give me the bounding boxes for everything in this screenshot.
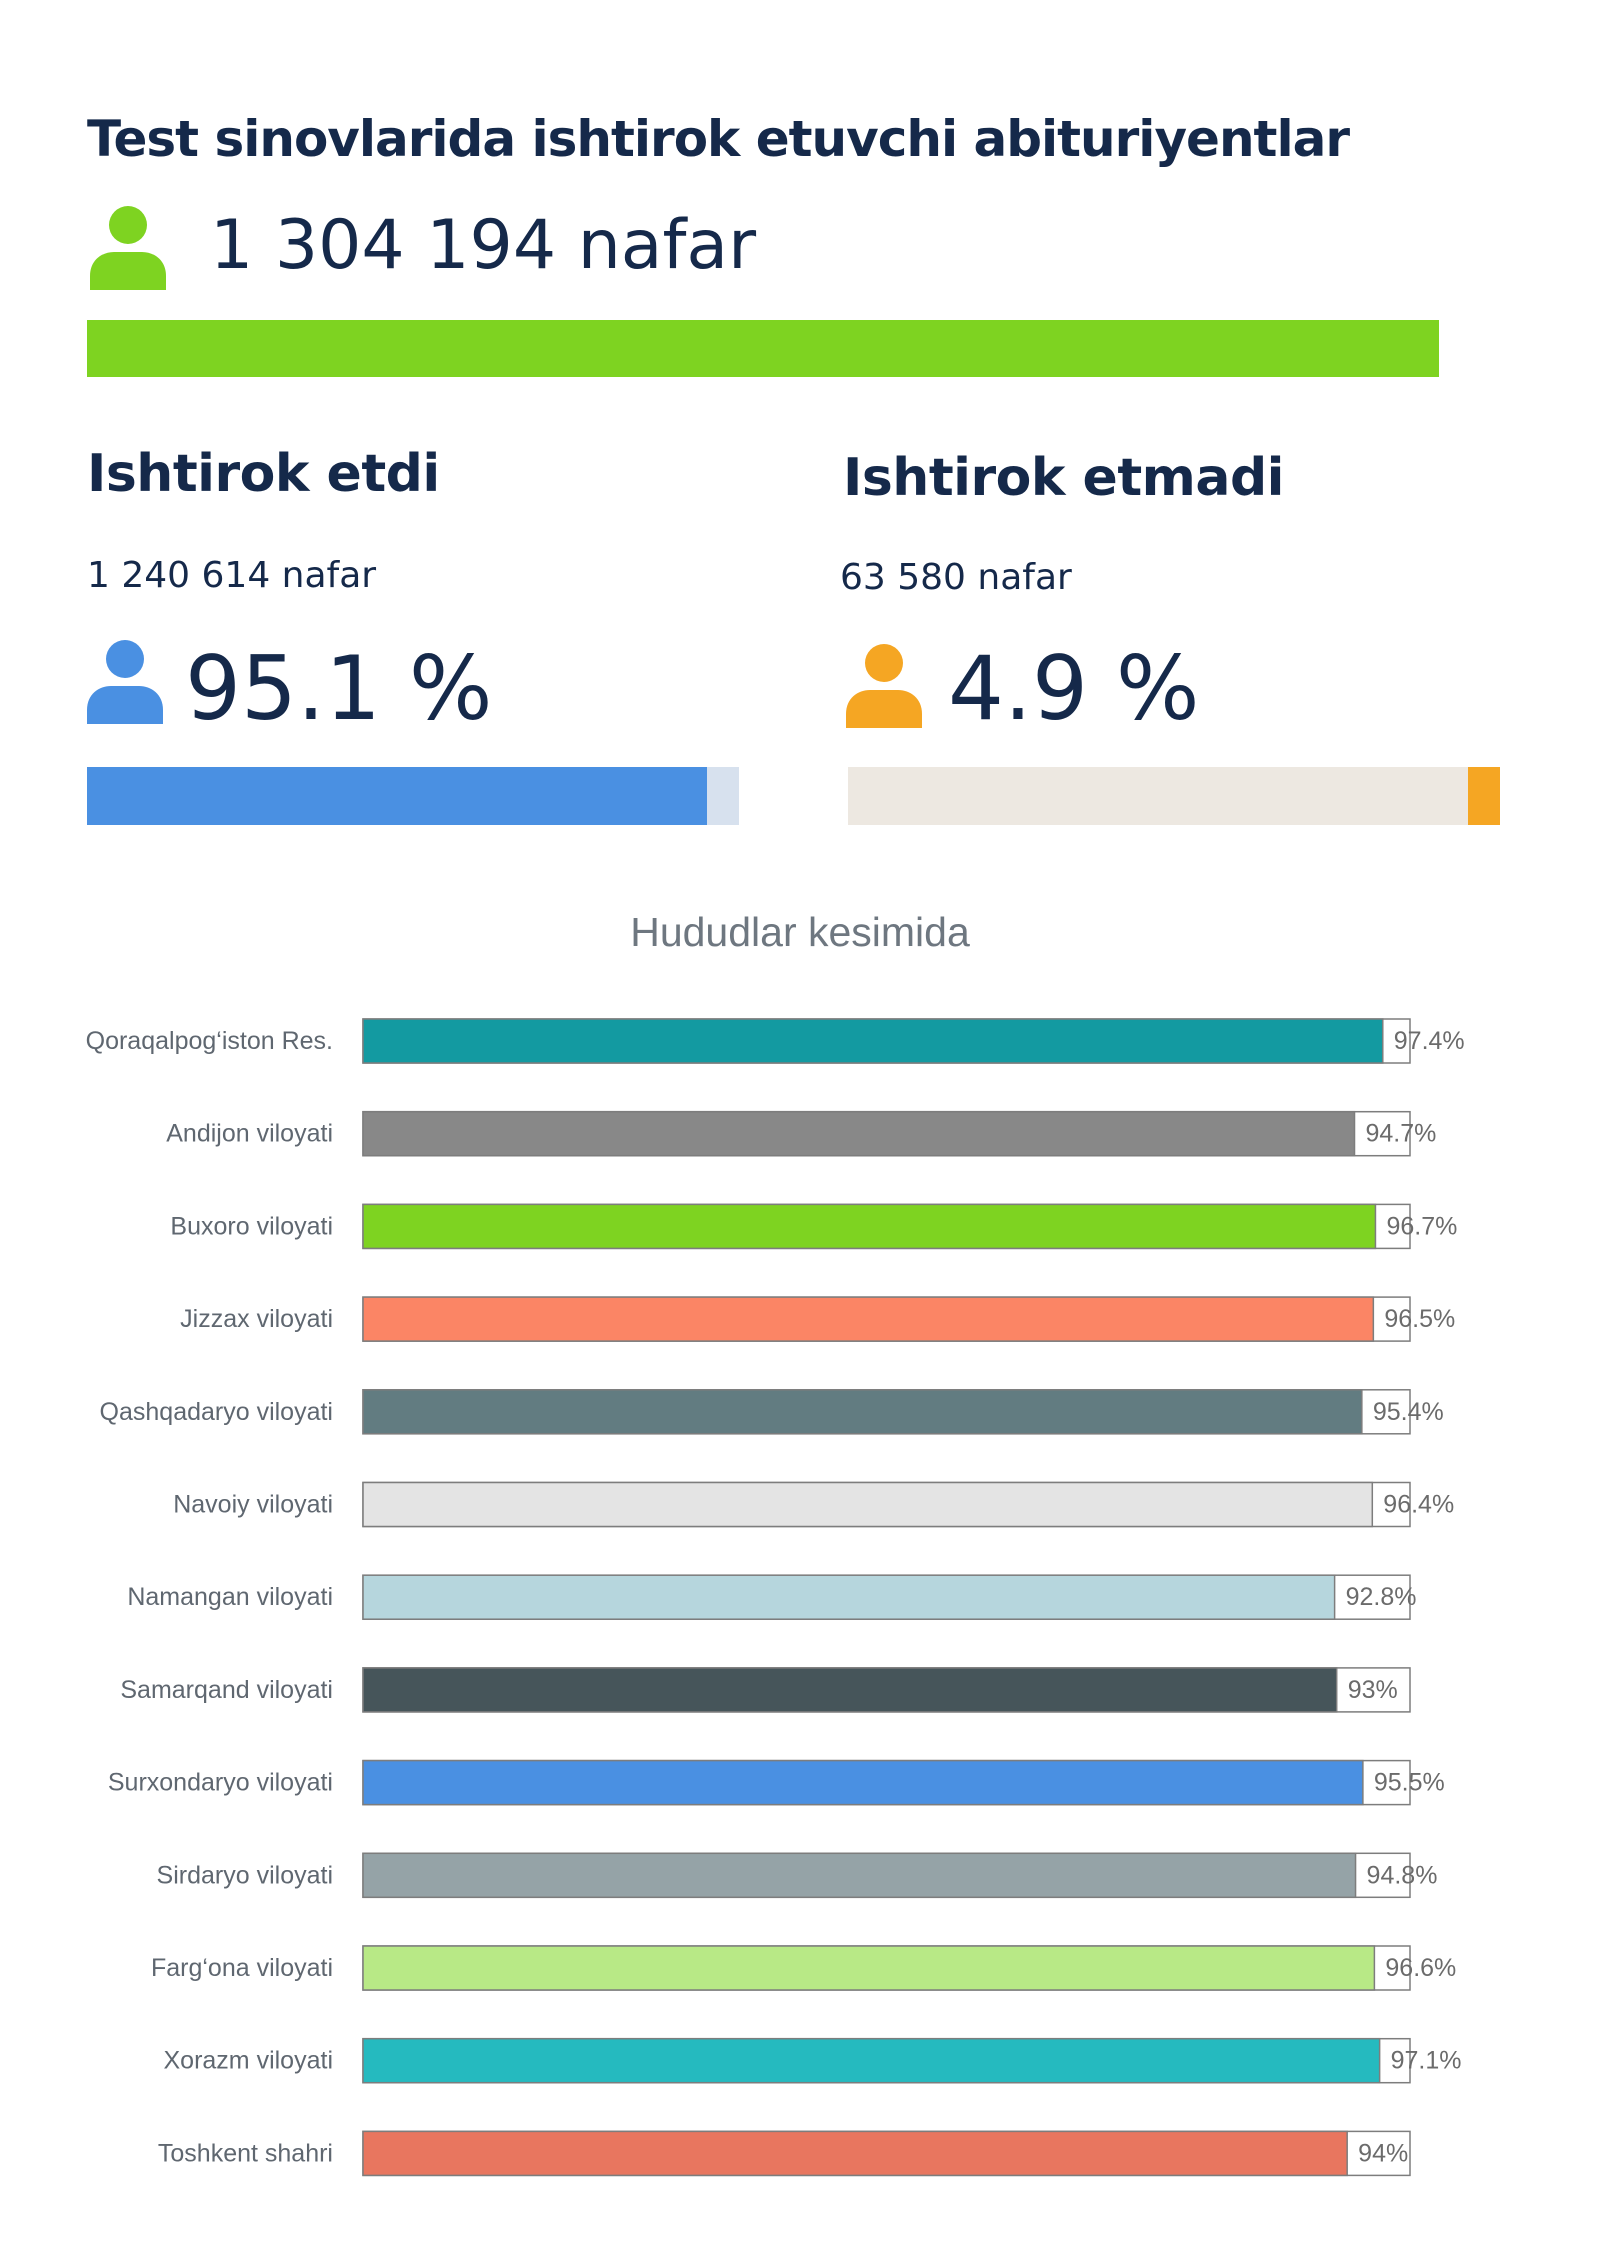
region-bar — [362, 2130, 1348, 2177]
region-bar — [362, 1481, 1374, 1528]
total-count: 1 304 194 nafar — [210, 206, 757, 285]
bar-value-label: 94% — [1358, 2139, 1408, 2167]
participated-progress-fill — [87, 767, 708, 825]
region-label: Xorazm viloyati — [164, 2047, 334, 2075]
bar-value-label: 94.8% — [1367, 1861, 1438, 1889]
bar-value-label: 96.5% — [1384, 1305, 1455, 1333]
regions-bar-chart: Qoraqalpog‘iston Res. 97.4% Andijon viloya… — [86, 1018, 1465, 2177]
region-bar — [362, 1110, 1356, 1157]
total-bar — [87, 320, 1439, 377]
region-bar — [362, 1945, 1376, 1991]
participated-progress-bar — [87, 767, 739, 825]
bar-value-label: 96.6% — [1385, 1954, 1456, 1982]
region-label: Jizzax viloyati — [180, 1305, 333, 1333]
region-bar — [362, 2037, 1381, 2084]
participated-title: Ishtirok etdi — [87, 444, 440, 504]
region-bar — [362, 1203, 1377, 1250]
region-label: Farg‘ona viloyati — [151, 1954, 333, 1982]
not-participated-percent: 4.9 % — [948, 637, 1200, 740]
bar-value-label: 94.7% — [1366, 1120, 1437, 1148]
region-label: Navoiy viloyati — [173, 1491, 333, 1519]
bar-value-label: 95.4% — [1373, 1398, 1444, 1426]
region-bar — [362, 1852, 1357, 1899]
not-participated-progress-bar — [848, 767, 1500, 825]
region-bar — [362, 1759, 1364, 1806]
region-bar — [362, 1389, 1363, 1435]
region-label: Namangan viloyati — [127, 1583, 333, 1611]
bar-value-label: 95.5% — [1374, 1769, 1445, 1797]
not-participated-title: Ishtirok etmadi — [843, 448, 1285, 508]
chart-title: Hududlar kesimida — [630, 909, 970, 955]
region-label: Surxondaryo viloyati — [108, 1769, 333, 1797]
region-bar — [362, 1574, 1336, 1620]
region-label: Sirdaryo viloyati — [157, 1861, 333, 1889]
region-label: Samarqand viloyati — [120, 1676, 333, 1704]
bar-value-label: 93% — [1348, 1676, 1398, 1704]
region-bar — [362, 1667, 1338, 1713]
participated-percent: 95.1 % — [185, 637, 493, 740]
bar-value-label: 96.4% — [1383, 1491, 1454, 1519]
region-label: Andijon viloyati — [166, 1120, 333, 1148]
bar-value-label: 92.8% — [1346, 1583, 1417, 1611]
bar-value-label: 97.1% — [1391, 2047, 1462, 2075]
region-label: Qoraqalpog‘iston Res. — [86, 1027, 333, 1055]
region-label: Toshkent shahri — [158, 2139, 333, 2167]
region-label: Qashqadaryo viloyati — [100, 1398, 333, 1426]
participated-count: 1 240 614 nafar — [87, 555, 377, 596]
region-bar — [362, 1018, 1384, 1064]
page-title: Test sinovlarida ishtirok etuvchi abitur… — [87, 110, 1350, 168]
region-label: Buxoro viloyati — [170, 1212, 333, 1240]
person-icon — [90, 206, 166, 290]
person-icon — [87, 640, 163, 724]
not-participated-progress-fill — [1468, 767, 1500, 825]
not-participated-count: 63 580 nafar — [840, 557, 1072, 598]
region-bar — [362, 1296, 1375, 1342]
bar-value-label: 96.7% — [1386, 1212, 1457, 1240]
bar-value-label: 97.4% — [1394, 1027, 1465, 1055]
person-icon — [846, 644, 922, 728]
